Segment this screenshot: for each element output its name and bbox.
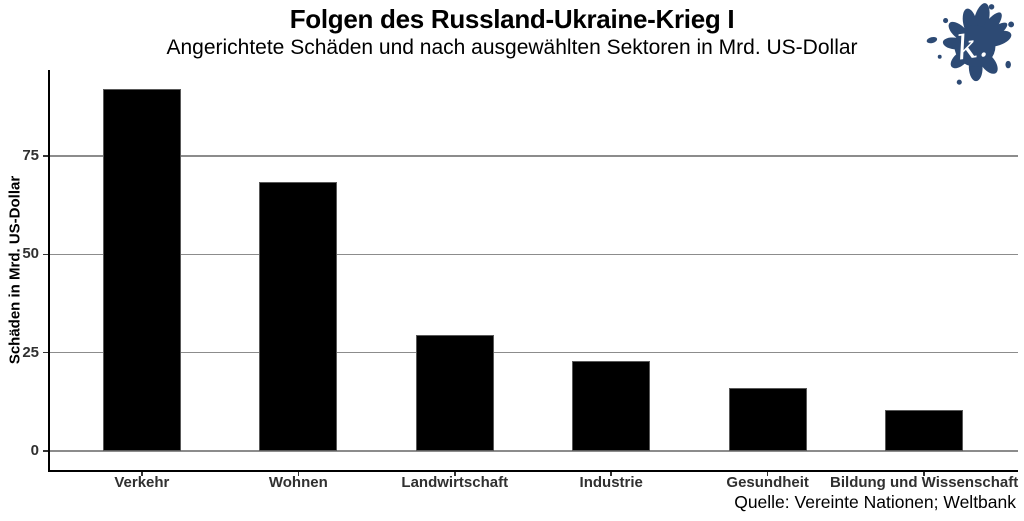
bar-landwirtschaft	[415, 335, 494, 451]
y-axis-line	[48, 69, 50, 471]
chart-subtitle: Angerichtete Schäden und nach ausgewählt…	[166, 36, 858, 59]
x-tick-label: Bildung und Wissenschaft	[830, 474, 1019, 491]
y-tick-mark	[43, 155, 48, 157]
gridline-75	[48, 155, 1018, 157]
x-tick-mark	[923, 471, 925, 476]
y-tick-mark	[43, 253, 48, 256]
gridline-25	[48, 352, 1018, 354]
x-tick-label: Verkehr	[114, 474, 170, 491]
ink-splat-icon: k.	[926, 3, 1015, 85]
gridline-0	[48, 450, 1018, 452]
y-tick-label: 50	[22, 245, 39, 263]
x-tick-mark	[766, 471, 769, 476]
logo-letter: k.	[954, 25, 990, 68]
bar-wohnen	[259, 181, 338, 451]
x-tick-mark	[141, 471, 143, 476]
y-tick-label: 75	[22, 147, 39, 165]
gridline-50	[48, 253, 1018, 256]
y-tick-mark	[43, 351, 48, 354]
chart-title: Folgen des Russland-Ukraine-Krieg I	[289, 4, 735, 34]
x-tick-label: Gesundheit	[726, 474, 809, 491]
bar-verkehr	[102, 89, 181, 451]
y-tick-label: 25	[22, 343, 39, 361]
x-tick-label: Landwirtschaft	[401, 474, 509, 491]
x-tick-label: Industrie	[579, 474, 643, 491]
source-caption: Quelle: Vereinte Nationen; Weltbank	[734, 492, 1016, 512]
bar-industrie	[572, 360, 651, 451]
x-tick-mark	[454, 471, 456, 476]
x-axis-line	[48, 470, 1018, 472]
x-tick-mark	[610, 471, 612, 476]
y-tick-label: 0	[30, 442, 39, 459]
k-logo: k.	[926, 3, 1015, 85]
bar-bildung-und-wissenschaft	[885, 409, 964, 451]
y-tick-mark	[43, 450, 48, 452]
x-tick-label: Wohnen	[268, 474, 328, 491]
y-axis-title: Schäden in Mrd. US-Dollar	[6, 175, 24, 365]
plot-panel	[48, 70, 1018, 470]
x-tick-mark	[297, 471, 300, 476]
bar-gesundheit	[728, 388, 807, 451]
